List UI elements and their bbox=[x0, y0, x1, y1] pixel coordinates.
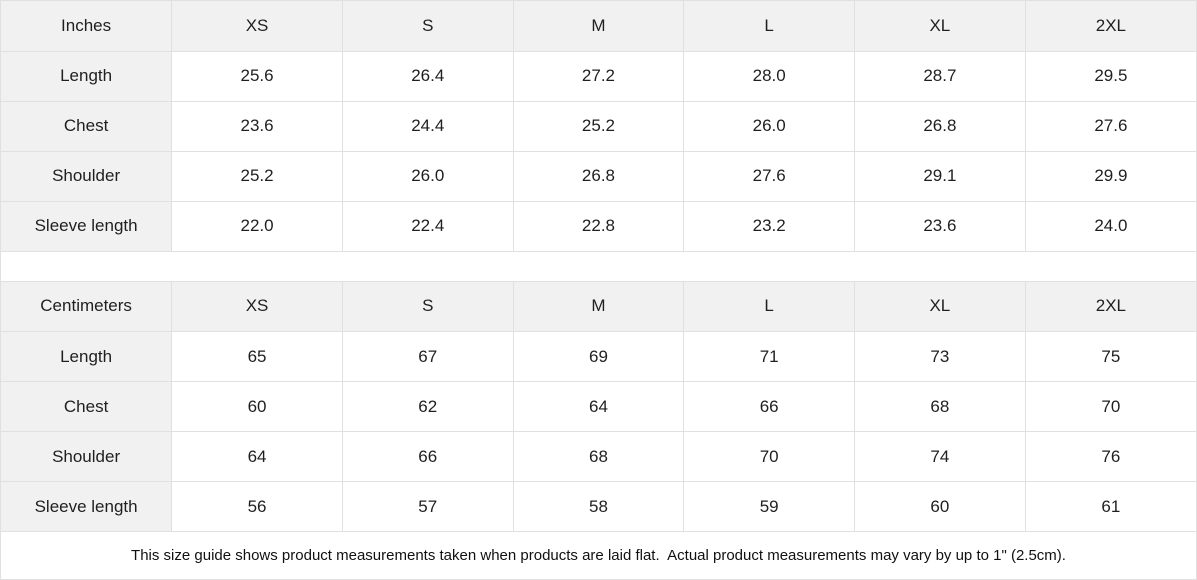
size-header-cell: XL bbox=[854, 281, 1026, 332]
size-header-cell: S bbox=[342, 281, 514, 332]
value-cell: 22.4 bbox=[342, 201, 514, 252]
value-cell: 23.2 bbox=[683, 201, 856, 252]
size-header-cell: 2XL bbox=[1025, 1, 1196, 52]
size-header-cell: M bbox=[513, 1, 685, 52]
value-cell: 22.0 bbox=[171, 201, 343, 252]
size-header-cell: XS bbox=[171, 281, 343, 332]
value-cell: 28.0 bbox=[683, 51, 856, 102]
size-header-cell: L bbox=[683, 1, 856, 52]
value-cell: 66 bbox=[342, 431, 514, 482]
centimeters-table: Centimeters XS S M L XL 2XL Length 65 67 69 71 73 75 C… bbox=[1, 281, 1196, 532]
measurement-row: Sleeve length 22.0 22.4 22.8 23.2 23.6 24.0 bbox=[1, 201, 1196, 252]
row-label-cell: Shoulder bbox=[1, 431, 173, 482]
row-label-cell: Sleeve length bbox=[1, 201, 173, 252]
measurement-row: Length 65 67 69 71 73 75 bbox=[1, 331, 1196, 382]
value-cell: 64 bbox=[171, 431, 343, 482]
value-cell: 60 bbox=[171, 381, 343, 432]
value-cell: 25.6 bbox=[171, 51, 343, 102]
row-label-cell: Sleeve length bbox=[1, 481, 173, 532]
value-cell: 27.2 bbox=[513, 51, 685, 102]
value-cell: 24.4 bbox=[342, 101, 514, 152]
value-cell: 75 bbox=[1025, 331, 1196, 382]
measurement-row: Sleeve length 56 57 58 59 60 61 bbox=[1, 481, 1196, 532]
value-cell: 25.2 bbox=[513, 101, 685, 152]
size-header-cell: M bbox=[513, 281, 685, 332]
measurement-row: Chest 60 62 64 66 68 70 bbox=[1, 381, 1196, 432]
value-cell: 70 bbox=[683, 431, 856, 482]
value-cell: 62 bbox=[342, 381, 514, 432]
value-cell: 26.4 bbox=[342, 51, 514, 102]
value-cell: 26.0 bbox=[683, 101, 856, 152]
value-cell: 29.1 bbox=[854, 151, 1026, 202]
value-cell: 25.2 bbox=[171, 151, 343, 202]
row-label-cell: Chest bbox=[1, 381, 173, 432]
value-cell: 26.8 bbox=[513, 151, 685, 202]
size-header-cell: 2XL bbox=[1025, 281, 1196, 332]
value-cell: 69 bbox=[513, 331, 685, 382]
value-cell: 73 bbox=[854, 331, 1026, 382]
value-cell: 71 bbox=[683, 331, 856, 382]
value-cell: 67 bbox=[342, 331, 514, 382]
size-header-row: Centimeters XS S M L XL 2XL bbox=[1, 281, 1196, 332]
value-cell: 70 bbox=[1025, 381, 1196, 432]
value-cell: 29.5 bbox=[1025, 51, 1196, 102]
value-cell: 60 bbox=[854, 481, 1026, 532]
value-cell: 58 bbox=[513, 481, 685, 532]
value-cell: 27.6 bbox=[683, 151, 856, 202]
size-header-cell: XL bbox=[854, 1, 1026, 52]
value-cell: 64 bbox=[513, 381, 685, 432]
row-label-cell: Chest bbox=[1, 101, 173, 152]
size-header-cell: S bbox=[342, 1, 514, 52]
measurement-row: Chest 23.6 24.4 25.2 26.0 26.8 27.6 bbox=[1, 101, 1196, 152]
row-label-cell: Shoulder bbox=[1, 151, 173, 202]
value-cell: 23.6 bbox=[171, 101, 343, 152]
value-cell: 22.8 bbox=[513, 201, 685, 252]
row-label-cell: Length bbox=[1, 331, 173, 382]
size-guide-note: This size guide shows product measuremen… bbox=[1, 532, 1196, 579]
measurement-row: Length 25.6 26.4 27.2 28.0 28.7 29.5 bbox=[1, 51, 1196, 102]
value-cell: 28.7 bbox=[854, 51, 1026, 102]
value-cell: 59 bbox=[683, 481, 856, 532]
value-cell: 68 bbox=[513, 431, 685, 482]
value-cell: 24.0 bbox=[1025, 201, 1196, 252]
table-spacer bbox=[1, 251, 1196, 282]
value-cell: 76 bbox=[1025, 431, 1196, 482]
value-cell: 29.9 bbox=[1025, 151, 1196, 202]
value-cell: 57 bbox=[342, 481, 514, 532]
size-header-cell: L bbox=[683, 281, 856, 332]
value-cell: 66 bbox=[683, 381, 856, 432]
size-header-row: Inches XS S M L XL 2XL bbox=[1, 1, 1196, 52]
measurement-row: Shoulder 25.2 26.0 26.8 27.6 29.1 29.9 bbox=[1, 151, 1196, 202]
value-cell: 27.6 bbox=[1025, 101, 1196, 152]
measurement-row: Shoulder 64 66 68 70 74 76 bbox=[1, 431, 1196, 482]
unit-header-cell: Centimeters bbox=[1, 281, 173, 332]
value-cell: 65 bbox=[171, 331, 343, 382]
unit-header-cell: Inches bbox=[1, 1, 173, 52]
value-cell: 26.8 bbox=[854, 101, 1026, 152]
value-cell: 74 bbox=[854, 431, 1026, 482]
row-label-cell: Length bbox=[1, 51, 173, 102]
value-cell: 61 bbox=[1025, 481, 1196, 532]
value-cell: 23.6 bbox=[854, 201, 1026, 252]
size-header-cell: XS bbox=[171, 1, 343, 52]
inches-table: Inches XS S M L XL 2XL Length 25.6 26.4 27.2 28.0 28… bbox=[1, 1, 1196, 252]
value-cell: 68 bbox=[854, 381, 1026, 432]
value-cell: 26.0 bbox=[342, 151, 514, 202]
value-cell: 56 bbox=[171, 481, 343, 532]
